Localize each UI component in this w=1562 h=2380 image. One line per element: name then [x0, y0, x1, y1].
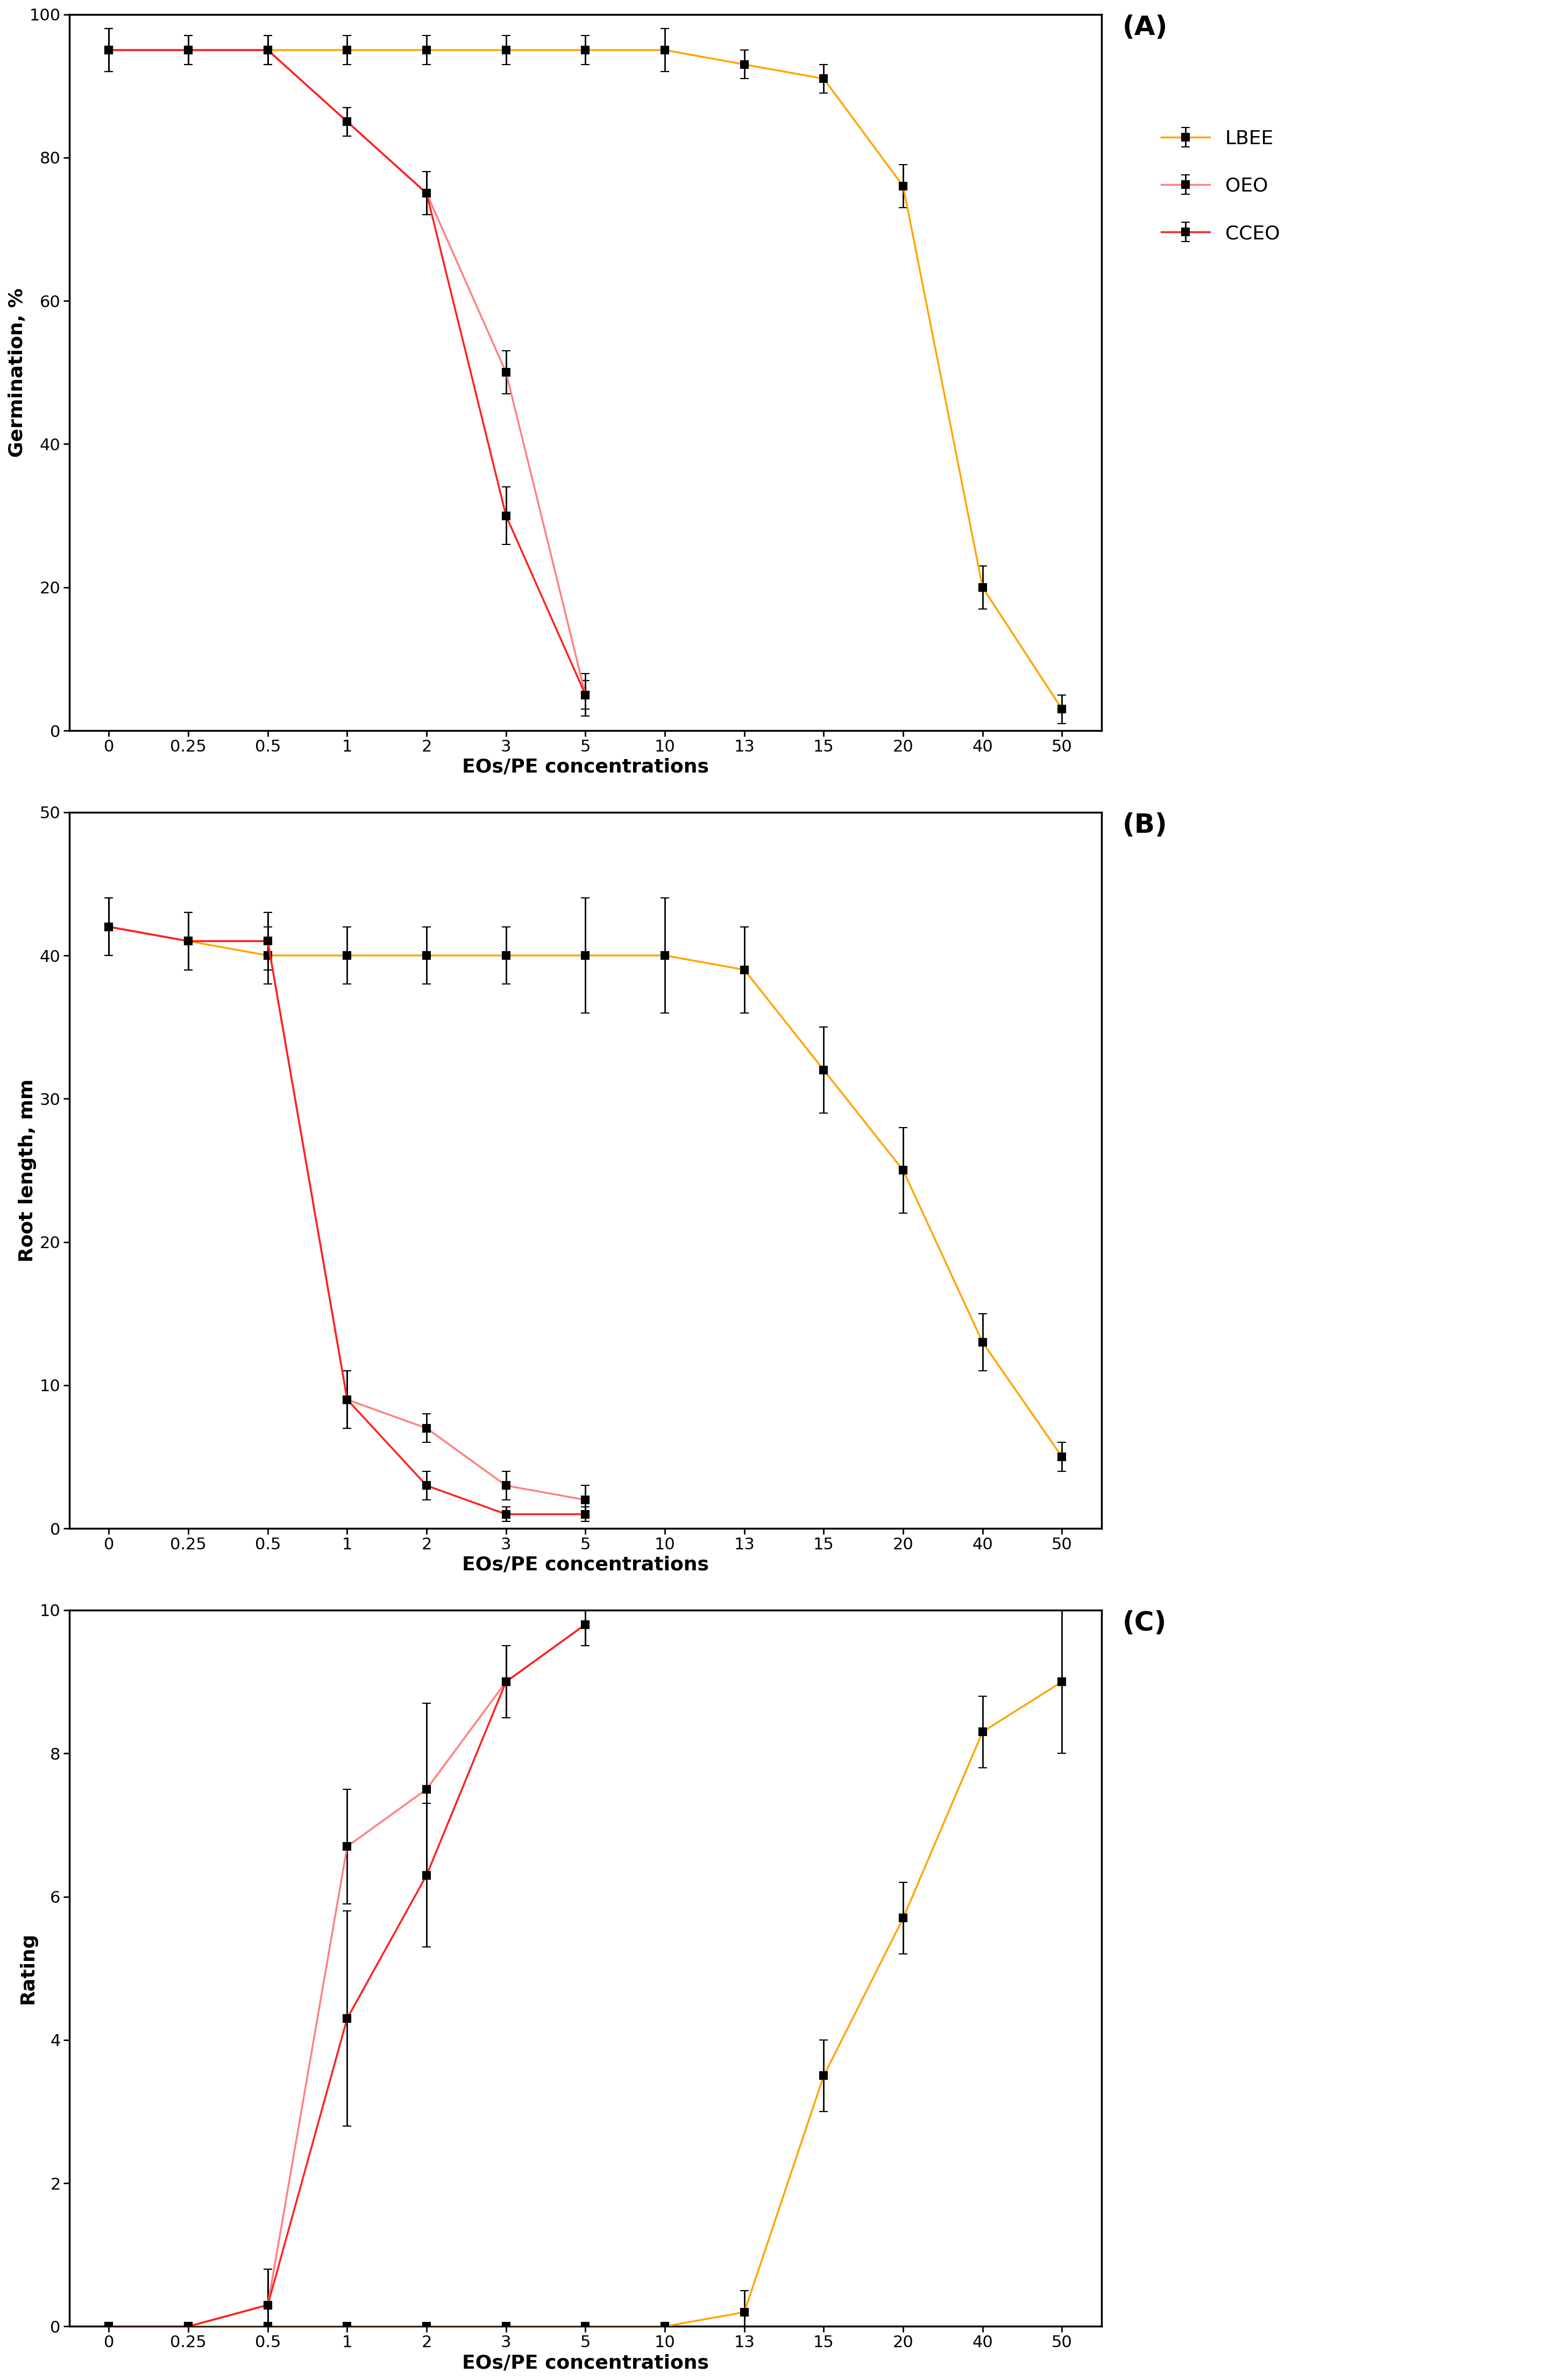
Y-axis label: Root length, mm: Root length, mm	[19, 1078, 37, 1261]
Text: (A): (A)	[1123, 14, 1168, 40]
Legend: LBEE, OEO, CCEO: LBEE, OEO, CCEO	[1153, 121, 1287, 250]
X-axis label: EOs/PE concentrations: EOs/PE concentrations	[462, 2354, 709, 2373]
X-axis label: EOs/PE concentrations: EOs/PE concentrations	[462, 757, 709, 776]
Y-axis label: Germination, %: Germination, %	[8, 288, 27, 457]
Y-axis label: Rating: Rating	[19, 1933, 37, 2004]
X-axis label: EOs/PE concentrations: EOs/PE concentrations	[462, 1557, 709, 1573]
Text: (B): (B)	[1123, 812, 1167, 838]
Text: (C): (C)	[1123, 1611, 1167, 1635]
